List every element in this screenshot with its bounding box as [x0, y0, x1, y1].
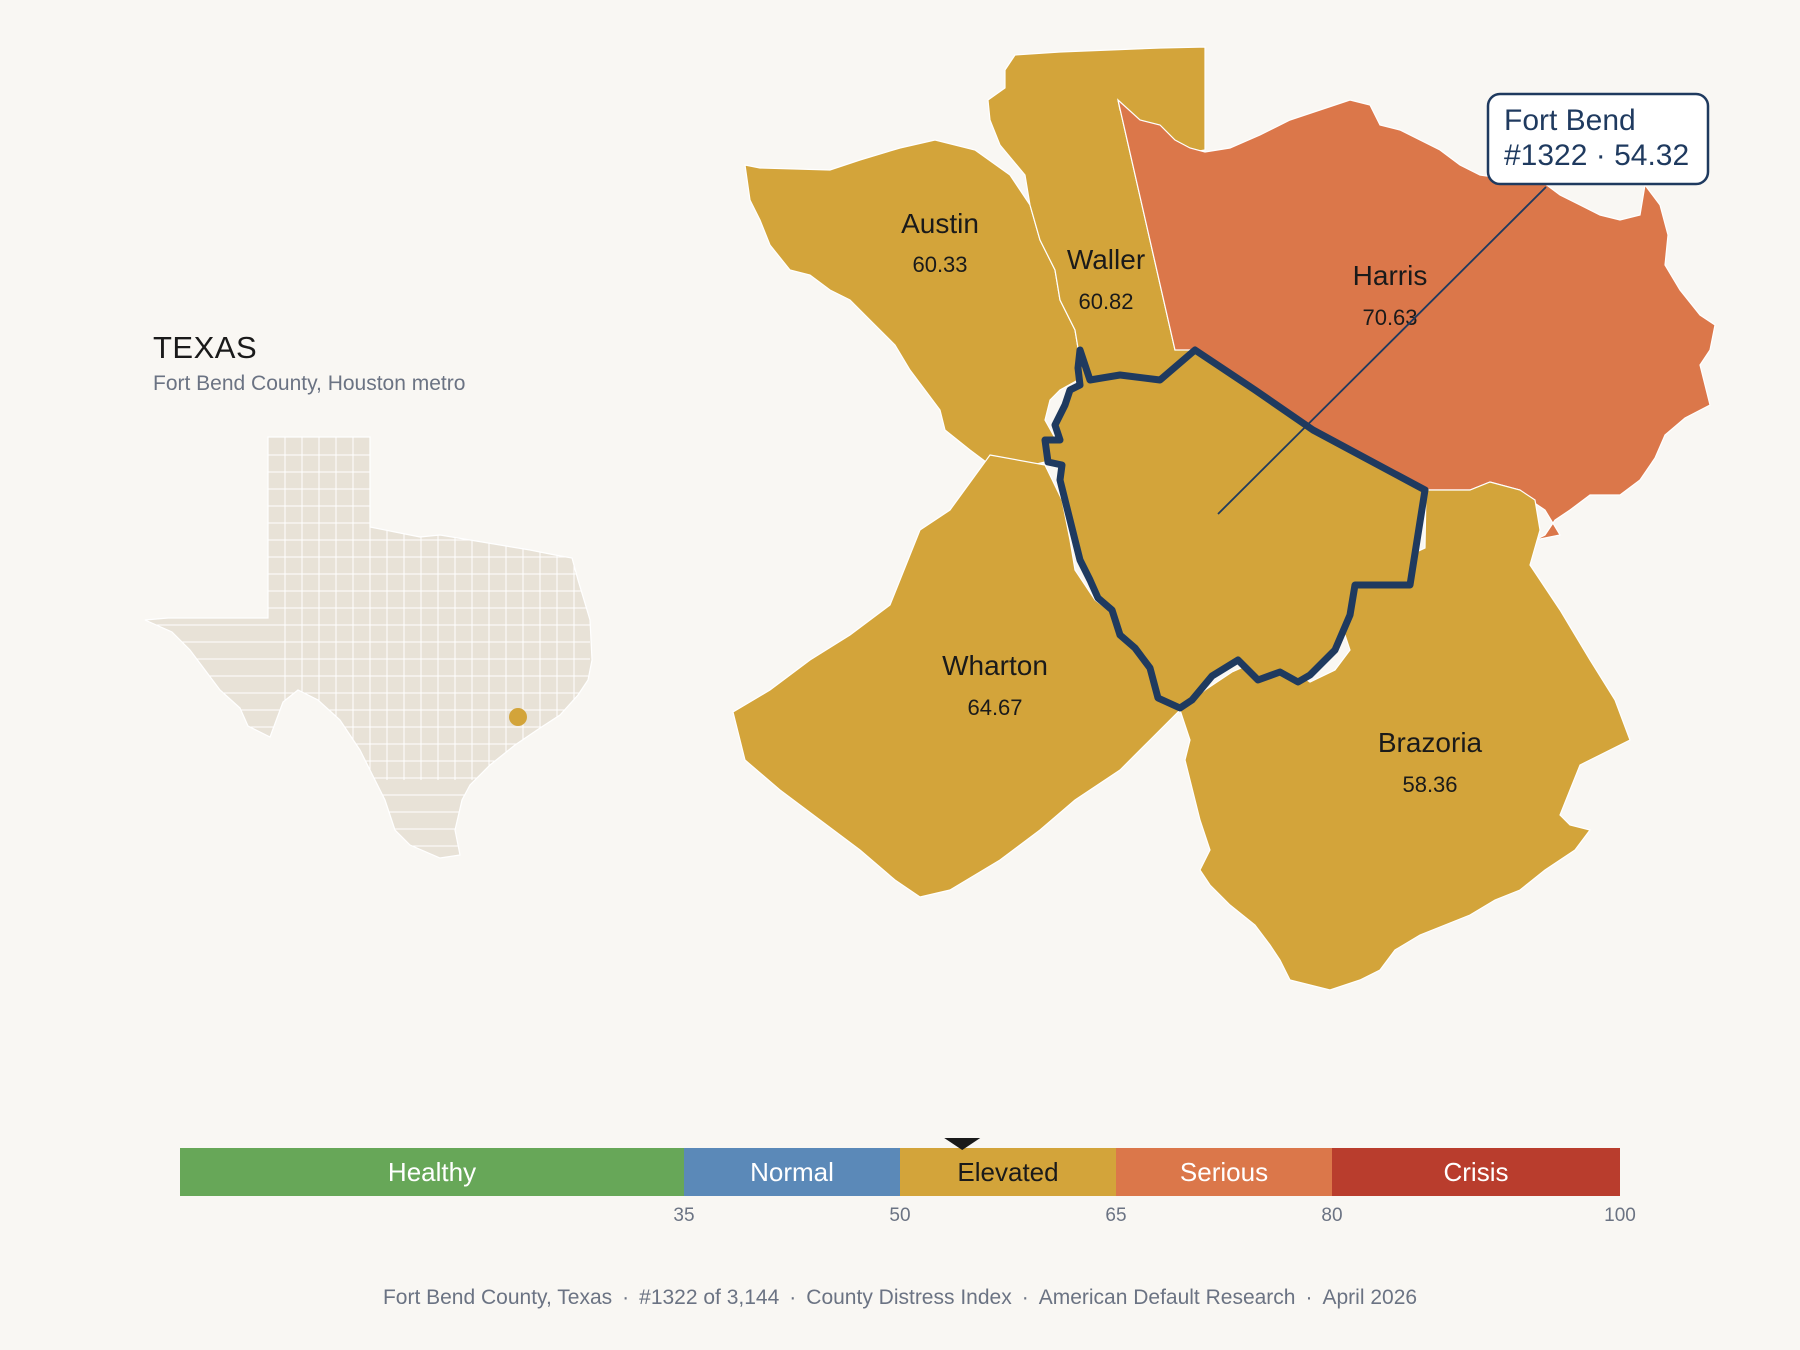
county-fort-bend[interactable]: [1041, 346, 1429, 712]
legend-tick-label: 35: [673, 1205, 694, 1226]
legend-band-healthy: [180, 1148, 684, 1196]
county-label: Brazoria: [1378, 727, 1483, 758]
legend-band-serious: [1116, 1148, 1332, 1196]
callout-box: [1486, 92, 1710, 186]
county-label: Waller: [1067, 244, 1145, 275]
footer: Fort Bend County, Texas · #1322 of 3,144 · C…: [382, 1286, 1418, 1309]
legend-tick-label: 50: [889, 1205, 910, 1226]
county-label: Wharton: [942, 650, 1048, 681]
county-wharton[interactable]: [732, 454, 1181, 898]
county-label: Austin: [901, 208, 979, 239]
footer-rank: #1322 of 3,144: [639, 1286, 780, 1309]
callout-leader-line: [1217, 186, 1547, 515]
texas-state-shape: [144, 436, 593, 859]
callout-rank-score: #1322 · 54.32: [1504, 139, 1689, 172]
legend-band-label: Elevated: [957, 1157, 1058, 1187]
county-value: 58.36: [1402, 772, 1457, 797]
legend-band-label: Normal: [750, 1157, 834, 1187]
footer-org: American Default Research: [1038, 1286, 1296, 1309]
score-marker-icon: [944, 1138, 981, 1150]
county-value: 60.33: [912, 252, 967, 277]
county-label: Harris: [1353, 260, 1428, 291]
footer-date: April 2026: [1322, 1286, 1418, 1309]
legend-tick-label: 100: [1604, 1205, 1636, 1226]
county-value: 60.82: [1078, 289, 1133, 314]
legend-tick-label: 80: [1321, 1205, 1342, 1226]
fort-bend-inset-marker: [509, 708, 527, 726]
distress-scale-legend: Healthy Normal Elevated Serious Crisis 35 50 6…: [180, 1138, 1636, 1226]
texas-inset-map: [144, 436, 593, 859]
legend-band-label: Crisis: [1444, 1157, 1509, 1187]
callout-county-name: Fort Bend: [1504, 104, 1636, 137]
footer-county: Fort Bend County, Texas: [382, 1286, 613, 1309]
footer-index: County Distress Index: [806, 1286, 1012, 1309]
state-subtitle: Fort Bend County, Houston metro: [153, 372, 466, 395]
legend-band-label: Serious: [1180, 1157, 1268, 1187]
legend-tick-label: 65: [1105, 1205, 1126, 1226]
legend-band-elevated: [900, 1148, 1116, 1196]
county-value: 64.67: [967, 695, 1022, 720]
state-title: TEXAS: [153, 330, 258, 365]
county-value: 70.63: [1362, 305, 1417, 330]
legend-band-label: Healthy: [388, 1157, 476, 1187]
legend-band-normal: [684, 1148, 900, 1196]
legend-band-crisis: [1332, 1148, 1620, 1196]
regional-county-map: Austin 60.33 Waller 60.82 Harris 70.63 W…: [732, 46, 1716, 991]
